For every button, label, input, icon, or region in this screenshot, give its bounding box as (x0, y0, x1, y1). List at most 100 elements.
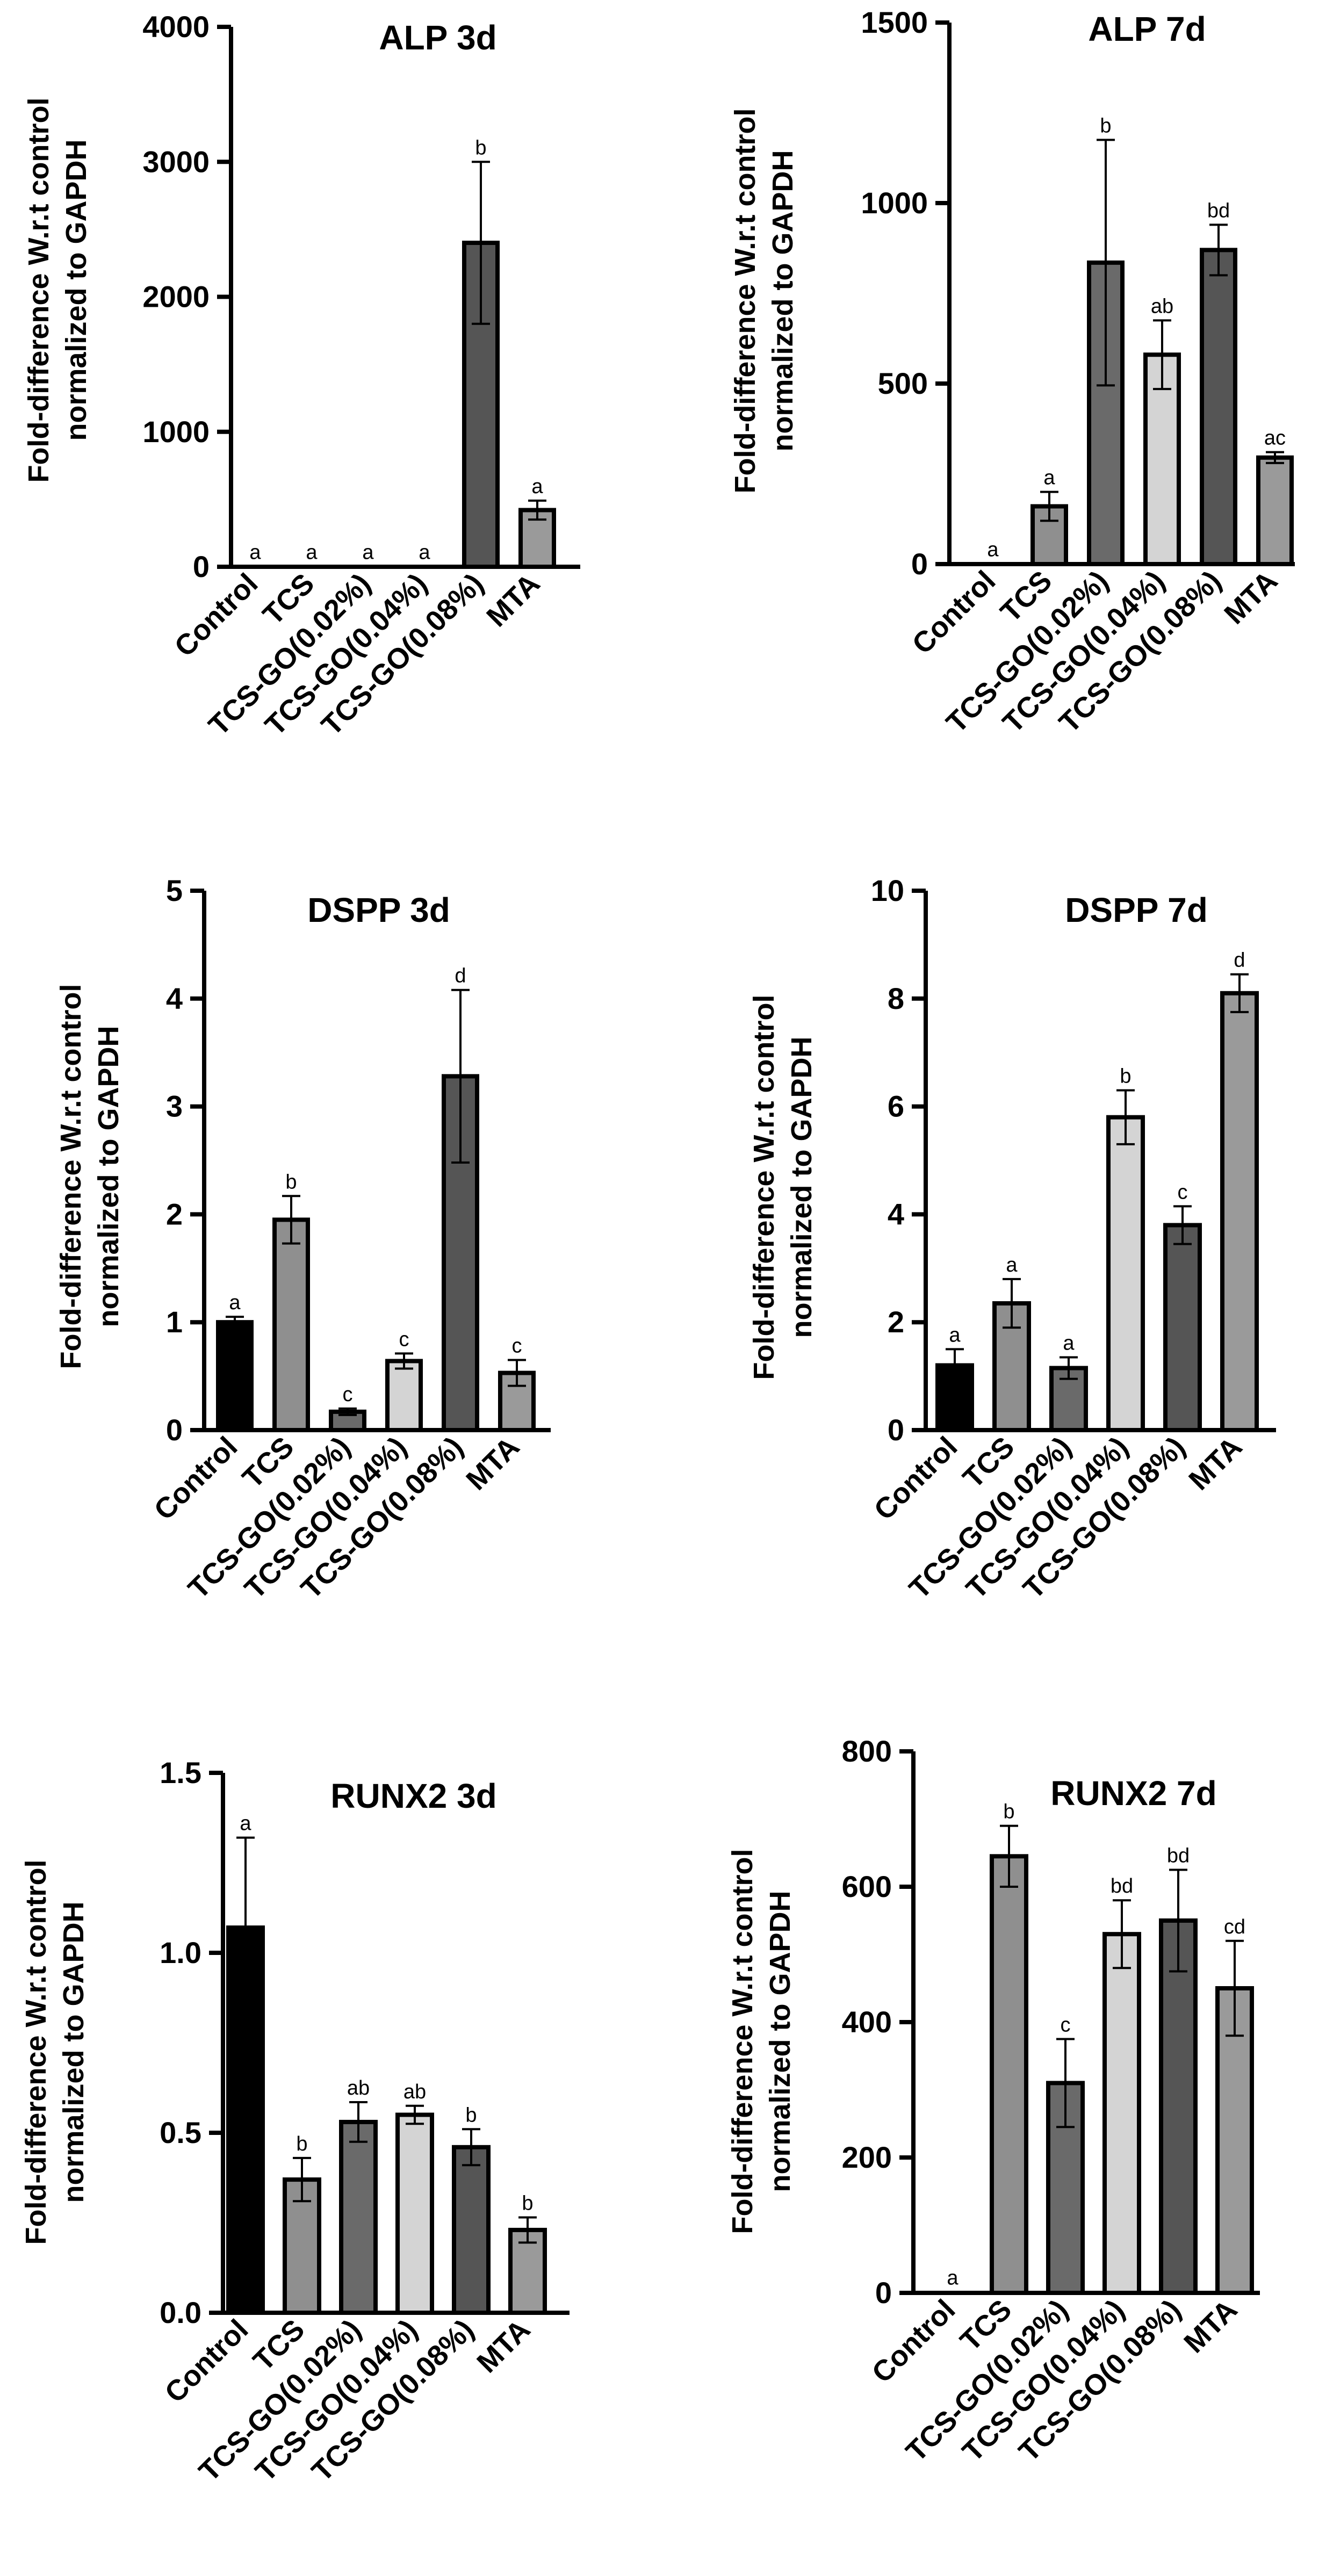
y-tick-label: 3000 (142, 145, 210, 178)
y-tick-label: 500 (878, 366, 928, 400)
significance-label: bd (1207, 199, 1230, 222)
y-tick-label: 400 (842, 2005, 892, 2039)
bar-tcs-go-0-02 (339, 2119, 378, 2315)
chart-title: ALP 3d (379, 18, 496, 57)
significance-label: b (296, 2133, 307, 2155)
y-axis-label-line-1: Fold-difference W.r.t control (23, 97, 55, 482)
significance-label: a (1063, 1332, 1075, 1354)
significance-label: a (240, 1813, 251, 1835)
y-tick-label: 0.5 (160, 2116, 201, 2149)
y-axis-label: Fold-difference W.r.t control normalized … (55, 984, 125, 1369)
y-tick-label: 0 (875, 2276, 892, 2310)
y-tick-label: 6 (888, 1089, 904, 1123)
significance-label: d (1234, 949, 1245, 972)
significance-label: bd (1167, 1845, 1190, 1867)
category-label: MTA (1218, 565, 1284, 630)
chart-panel-runx2-3d: Fold-difference W.r.t control normalized … (20, 1756, 570, 2488)
y-tick-label: 1500 (861, 5, 928, 39)
chart-title: DSPP 7d (1065, 891, 1208, 929)
significance-label: ab (1151, 295, 1173, 318)
significance-label: a (362, 542, 374, 564)
y-axis-label-line-2: normalized to GAPDH (785, 1036, 818, 1338)
y-axis-label-line-1: Fold-difference W.r.t control (20, 1859, 52, 2245)
significance-label: c (512, 1334, 522, 1357)
y-tick-label: 4 (888, 1197, 904, 1231)
category-label: MTA (1183, 1431, 1248, 1496)
category-label: MTA (1178, 2293, 1243, 2359)
chart-panel-alp-3d: Fold-difference W.r.t control normalized … (23, 10, 580, 742)
significance-label: c (399, 1328, 409, 1351)
y-tick-label: 3 (166, 1089, 183, 1123)
category-label: MTA (471, 2313, 536, 2379)
significance-label: b (1100, 114, 1111, 137)
chart-title: RUNX2 3d (330, 1777, 496, 1815)
significance-label: b (522, 2192, 533, 2214)
y-tick-label: 2 (888, 1305, 904, 1339)
chart-title: ALP 7d (1088, 10, 1206, 48)
bar-tcs-go-0-04 (1106, 1115, 1145, 1432)
chart-panel-dspp-7d: Fold-difference W.r.t control normalized … (748, 874, 1276, 1605)
chart-panel-dspp-3d: Fold-difference W.r.t control normalized … (55, 874, 551, 1605)
significance-label: a (531, 475, 543, 498)
y-tick-label: 800 (842, 1734, 892, 1768)
significance-label: a (947, 2267, 959, 2290)
y-tick-label: 8 (888, 982, 904, 1015)
y-axis-label-line-2: normalized to GAPDH (60, 139, 92, 441)
bar-mta (1215, 1986, 1254, 2295)
chart-title: DSPP 3d (307, 891, 450, 929)
bar-mta (498, 1370, 536, 1432)
significance-label: c (343, 1383, 353, 1406)
significance-label: ab (347, 2077, 370, 2099)
y-tick-label: 0 (888, 1413, 904, 1447)
chart-panel-alp-7d: Fold-difference W.r.t control normalized … (729, 5, 1295, 739)
y-axis-label-line-2: normalized to GAPDH (767, 150, 799, 451)
y-tick-label: 2000 (142, 280, 210, 314)
y-tick-label: 1000 (142, 415, 210, 449)
y-axis-label: Fold-difference W.r.t control normalized … (23, 97, 92, 482)
y-axis-label: Fold-difference W.r.t control normalized … (726, 1849, 796, 2234)
bar-tcs-go-0-04 (385, 1359, 423, 1433)
significance-label: ab (403, 2081, 426, 2103)
y-tick-label: 600 (842, 1870, 892, 1903)
y-axis-label-line-1: Fold-difference W.r.t control (726, 1849, 759, 2234)
bar-control (935, 1363, 974, 1433)
significance-label: b (1120, 1065, 1131, 1087)
y-axis-label-line-2: normalized to GAPDH (764, 1890, 796, 2192)
y-axis-label: Fold-difference W.r.t control normalized … (20, 1859, 90, 2245)
bar-control (216, 1320, 254, 1432)
y-tick-label: 1000 (861, 186, 928, 220)
y-tick-label: 1 (166, 1305, 183, 1339)
category-label: Control (868, 1431, 963, 1526)
y-axis-label-line-1: Fold-difference W.r.t control (55, 984, 87, 1369)
significance-label: a (949, 1324, 961, 1346)
significance-label: a (987, 538, 999, 561)
y-axis-label-line-1: Fold-difference W.r.t control (729, 108, 761, 493)
significance-label: c (1061, 2014, 1071, 2037)
bar-tcs-go-0-04 (395, 2112, 434, 2315)
significance-label: a (229, 1291, 241, 1314)
y-tick-label: 1.5 (160, 1756, 201, 1790)
significance-label: b (465, 2104, 477, 2126)
chart-panel-runx2-7d: Fold-difference W.r.t control normalized … (726, 1734, 1260, 2468)
bar-tcs-go-0-08 (1200, 248, 1237, 566)
bar-tcs-go-0-04 (1102, 1932, 1141, 2295)
category-label: Control (148, 1431, 243, 1526)
y-tick-label: 10 (871, 874, 904, 907)
chart-title: RUNX2 7d (1050, 1774, 1216, 1813)
significance-label: c (1178, 1181, 1188, 1203)
y-tick-label: 2 (166, 1197, 183, 1231)
y-axis-label-line-2: normalized to GAPDH (92, 1026, 125, 1327)
significance-label: d (455, 965, 466, 987)
y-tick-label: 4 (166, 982, 183, 1015)
significance-label: a (1006, 1254, 1018, 1276)
significance-label: b (285, 1171, 297, 1193)
y-axis-label-line-2: normalized to GAPDH (57, 1901, 90, 2203)
significance-label: a (249, 542, 261, 564)
y-tick-label: 1.0 (160, 1936, 201, 1969)
category-label: MTA (480, 567, 546, 633)
bar-tcs-go-0-08 (1159, 1918, 1198, 2295)
bar-tcs (272, 1217, 310, 1432)
bar-tcs-go-0-08 (1163, 1223, 1202, 1432)
significance-label: b (1003, 1801, 1014, 1823)
